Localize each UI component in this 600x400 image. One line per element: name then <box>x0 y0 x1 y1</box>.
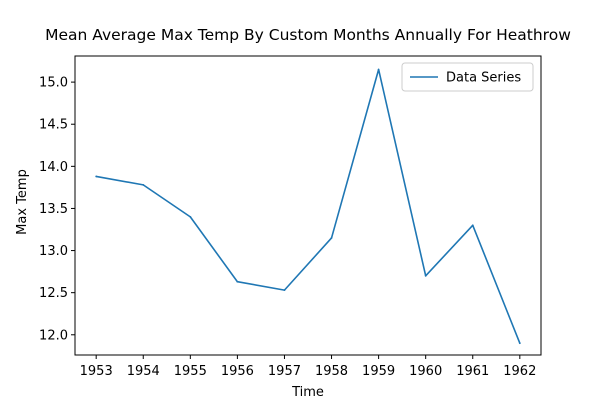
plot-frame <box>74 55 542 356</box>
y-tick-label: 14.0 <box>39 160 68 175</box>
data-point <box>471 224 474 227</box>
data-point <box>283 289 286 292</box>
data-point <box>236 280 239 283</box>
y-tick-label: 13.0 <box>39 244 68 259</box>
y-axis-label: Max Temp <box>15 169 30 235</box>
x-axis-label: Time <box>291 385 324 400</box>
data-point <box>424 274 427 277</box>
x-tick-label: 1958 <box>315 364 348 379</box>
legend: Data Series <box>401 62 534 92</box>
data-point <box>330 237 333 239</box>
x-tick-label: 1954 <box>127 364 160 379</box>
data-point <box>377 68 380 71</box>
y-tick-label: 14.5 <box>39 118 68 133</box>
data-point <box>95 175 98 178</box>
x-axis: 1953 1954 1955 1956 1957 1958 1959 1960 1961 1962 <box>80 355 536 379</box>
legend-box <box>401 62 534 92</box>
x-tick-label: 1961 <box>456 364 489 379</box>
x-tick-label: 1953 <box>80 364 113 379</box>
plot-area <box>74 55 542 356</box>
x-tick-label: 1959 <box>362 364 395 379</box>
y-tick-label: 15.0 <box>39 76 68 91</box>
x-tick-label: 1960 <box>409 364 442 379</box>
data-point <box>142 183 145 186</box>
data-point <box>518 342 521 345</box>
chart-title: Mean Average Max Temp By Custom Months A… <box>45 26 571 44</box>
y-tick-label: 12.5 <box>39 286 68 301</box>
x-tick-label: 1957 <box>268 364 301 379</box>
y-axis: 12.0 12.5 13.0 13.5 14.0 14.5 15.0 <box>39 76 75 343</box>
y-tick-label: 12.0 <box>39 328 68 343</box>
x-tick-label: 1955 <box>174 364 207 379</box>
x-tick-label: 1956 <box>221 364 254 379</box>
y-tick-label: 13.5 <box>39 202 68 217</box>
x-tick-label: 1962 <box>503 364 536 379</box>
series-line <box>96 68 521 344</box>
legend-label: Data Series <box>446 71 521 86</box>
data-point <box>189 215 192 218</box>
